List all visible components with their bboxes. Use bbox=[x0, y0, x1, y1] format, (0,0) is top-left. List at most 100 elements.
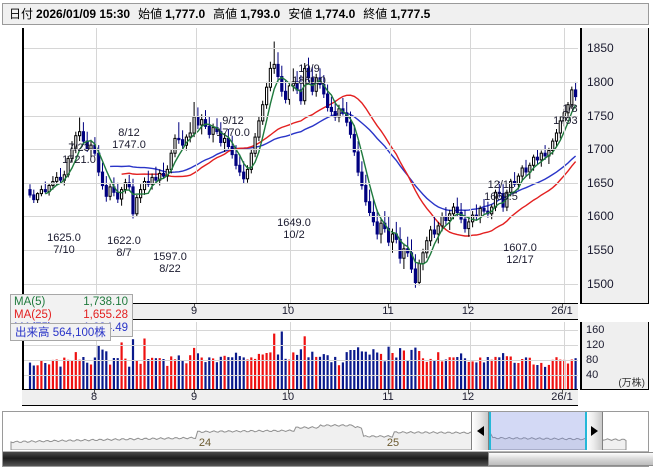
x-axis-tick-mark bbox=[194, 390, 195, 394]
date-label: 日付 bbox=[9, 7, 34, 21]
ma-legend-value: 1,738.10 bbox=[83, 296, 128, 308]
volume-y-tick: 80 bbox=[586, 353, 599, 366]
gridline-vertical bbox=[196, 28, 197, 303]
price-y-tick: 1700 bbox=[587, 142, 614, 157]
gridline-vertical bbox=[470, 322, 471, 389]
gridline bbox=[24, 360, 578, 361]
low-label: 安値 bbox=[288, 7, 313, 21]
ma-legend-row: MA(5) 1,738.10 bbox=[14, 296, 128, 309]
gridline bbox=[24, 330, 578, 331]
x-axis-tick-mark bbox=[194, 304, 195, 308]
volume-y-axis: (万株) 160 120 80 40 bbox=[580, 322, 649, 390]
price-plot-area[interactable]: 7/23 1721.0 8/12 1747.0 9/12 1770.0 10/9 1860.0… bbox=[22, 28, 578, 304]
x-axis-tick-label: 9 bbox=[190, 305, 198, 317]
x-axis-tick-label: 12 bbox=[461, 391, 475, 403]
annotation-line-1: 1607.0 bbox=[503, 242, 537, 254]
gridline-vertical bbox=[564, 322, 565, 389]
price-y-tick: 1650 bbox=[587, 175, 614, 190]
annotation-line-1: 12/11 bbox=[487, 179, 515, 191]
open-value: 1,777.0 bbox=[165, 7, 206, 21]
ma-legend-name: MA(25) bbox=[14, 309, 52, 321]
high-value: 1,793.0 bbox=[240, 7, 281, 21]
annotation-line-2: 1770.0 bbox=[216, 126, 250, 139]
price-chart-panel[interactable]: 7/23 1721.0 8/12 1747.0 9/12 1770.0 10/9 1860.0… bbox=[2, 28, 649, 337]
gridline bbox=[24, 375, 578, 376]
ma-legend-value: 1,655.28 bbox=[83, 309, 128, 321]
annotation-line-2: 8/22 bbox=[159, 262, 181, 275]
horizontal-scrollbar[interactable] bbox=[3, 451, 653, 466]
close-label: 終値 bbox=[363, 7, 388, 21]
annotation-line-2: 10/2 bbox=[283, 228, 305, 241]
price-annotation: 1625.0 7/10 bbox=[47, 232, 81, 256]
navigator-left-handle[interactable] bbox=[471, 412, 489, 450]
annotation-line-2: 7/10 bbox=[53, 243, 75, 256]
gridline bbox=[24, 82, 578, 83]
x-axis-tick-label: 10 bbox=[281, 305, 295, 317]
quote-header-bar: 日付 2026/01/09 15:30 始値 1,777.0 高値 1,793.… bbox=[2, 3, 649, 25]
scrollbar-thumb[interactable] bbox=[488, 452, 653, 466]
gridline bbox=[24, 284, 578, 285]
x-axis-tick-mark bbox=[388, 390, 389, 394]
volume-y-tick: 120 bbox=[586, 338, 605, 351]
price-y-tick: 1800 bbox=[587, 74, 614, 89]
annotation-line-1: 1/8 bbox=[562, 103, 578, 115]
price-annotation: 1597.0 8/22 bbox=[153, 251, 187, 275]
gridline-vertical bbox=[470, 28, 471, 303]
navigator-selection[interactable] bbox=[489, 412, 585, 450]
navigator-plot[interactable]: 24 25 bbox=[3, 412, 648, 450]
gridline-vertical bbox=[390, 28, 391, 303]
price-annotation: 1622.0 8/7 bbox=[107, 235, 141, 259]
price-y-tick: 1500 bbox=[587, 276, 614, 291]
x-axis-tick-label: 11 bbox=[382, 391, 394, 403]
volume-x-axis: 8 9 10 11 12 26/1 bbox=[22, 390, 578, 406]
navigator-selection-edge bbox=[585, 412, 587, 450]
price-annotation: 10/9 1860.0 bbox=[292, 63, 326, 87]
annotation-line-2: 12/17 bbox=[506, 253, 534, 266]
volume-chart-panel[interactable]: (万株) 160 120 80 40 8 9 10 11 12 26/1 出来高 564,100… bbox=[2, 322, 649, 407]
annotation-line-2: 1747.0 bbox=[112, 138, 146, 151]
x-axis-tick-label: 26/1 bbox=[551, 391, 573, 403]
chevron-right-icon bbox=[590, 426, 598, 436]
low-value: 1,774.0 bbox=[315, 7, 356, 21]
ma-legend-row: MA(25) 1,655.28 bbox=[14, 309, 128, 322]
x-axis-tick-label: 26/1 bbox=[551, 305, 573, 317]
navigator-year-label: 25 bbox=[386, 437, 400, 449]
navigator-right-handle[interactable] bbox=[585, 412, 603, 450]
volume-legend: 出来高 564,100株 bbox=[10, 323, 111, 341]
scrollbar-track-left[interactable] bbox=[3, 452, 488, 466]
x-axis-tick-mark bbox=[468, 304, 469, 308]
gridline-vertical bbox=[196, 322, 197, 389]
gridline bbox=[24, 345, 578, 346]
gridline-vertical bbox=[290, 322, 291, 389]
chevron-left-icon bbox=[476, 426, 484, 436]
annotation-line-2: 1860.0 bbox=[292, 74, 326, 87]
ma-legend-name: MA(5) bbox=[14, 296, 46, 308]
gridline bbox=[24, 116, 578, 117]
open-label: 始値 bbox=[138, 7, 163, 21]
range-navigator[interactable]: 24 25 bbox=[2, 411, 653, 467]
annotation-line-2: 1669.5 bbox=[484, 190, 518, 203]
annotation-line-1: 10/9 bbox=[298, 63, 320, 75]
annotation-line-1: 9/12 bbox=[222, 115, 244, 127]
annotation-line-2: 8/7 bbox=[116, 246, 132, 259]
price-y-tick: 1750 bbox=[587, 108, 614, 123]
annotation-line-1: 1649.0 bbox=[277, 217, 311, 229]
gridline bbox=[24, 250, 578, 251]
price-y-tick: 1550 bbox=[587, 243, 614, 258]
volume-y-tick: 40 bbox=[586, 368, 599, 381]
x-axis-tick-label: 12 bbox=[461, 305, 475, 317]
gridline bbox=[24, 48, 578, 49]
price-annotation: 1649.0 10/2 bbox=[277, 217, 311, 241]
candlestick-series bbox=[28, 41, 578, 288]
annotation-line-1: 1622.0 bbox=[107, 235, 141, 247]
price-annotation: 1607.0 12/17 bbox=[503, 242, 537, 266]
price-annotation: 12/11 1669.5 bbox=[484, 179, 518, 203]
close-value: 1,777.5 bbox=[390, 7, 431, 21]
annotation-line-2: 1721.0 bbox=[62, 153, 96, 166]
price-annotation: 8/12 1747.0 bbox=[112, 127, 146, 151]
volume-y-tick: 160 bbox=[586, 323, 605, 336]
x-axis-tick-label: 9 bbox=[190, 391, 198, 403]
annotation-line-1: 8/12 bbox=[118, 127, 140, 139]
